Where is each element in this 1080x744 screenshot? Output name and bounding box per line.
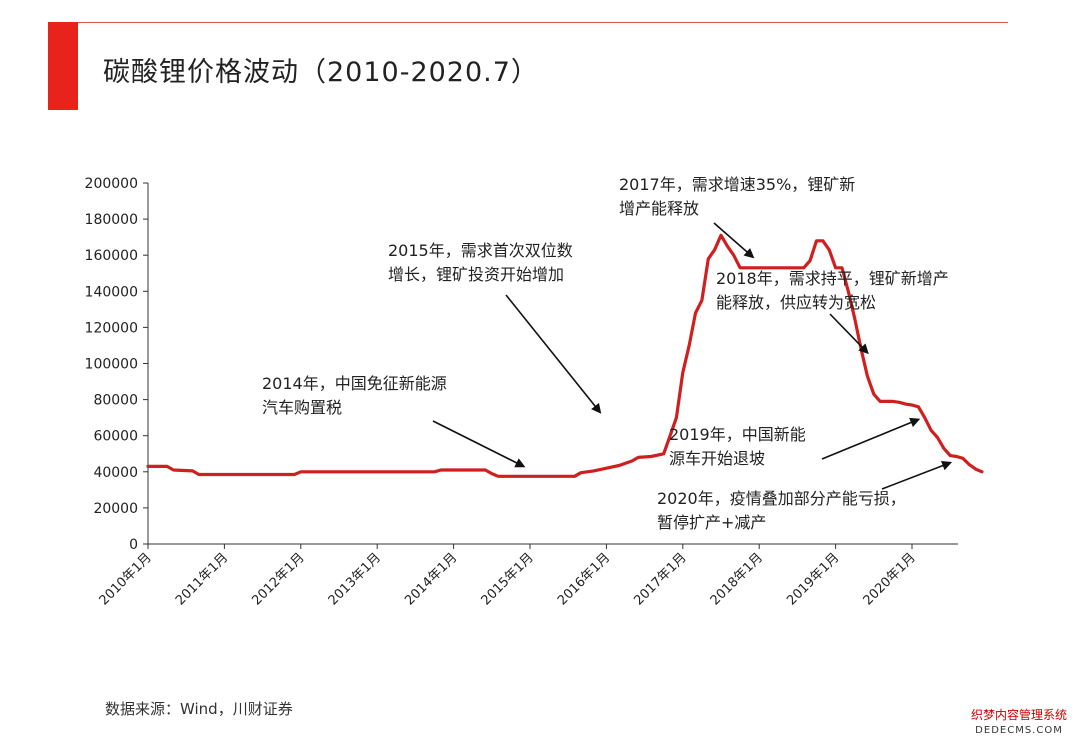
annotation-arrow (829, 313, 869, 355)
annotation-text: 2018年，需求持平，锂矿新增产 (716, 269, 949, 288)
y-tick-label: 0 (129, 537, 138, 553)
annotation-text: 2019年，中国新能 (669, 425, 806, 444)
data-source-note: 数据来源：Wind，川财证券 (105, 700, 293, 718)
y-tick-label: 80000 (93, 393, 138, 409)
page-title: 碳酸锂价格波动（2010-2020.7） (103, 57, 539, 88)
annotation-text: 增产能释放 (619, 199, 699, 218)
y-tick-label: 200000 (85, 176, 138, 192)
annotation-text: 2015年，需求首次双位数 (388, 241, 573, 260)
annotation-arrow (432, 420, 526, 468)
header-rule (48, 22, 1008, 23)
annotation-text: 增长，锂矿投资开始增加 (388, 265, 564, 284)
y-tick-label: 160000 (85, 248, 138, 264)
annotation-text: 源车开始退坡 (669, 449, 765, 468)
y-tick-label: 120000 (85, 320, 138, 336)
header-accent-bar (48, 22, 78, 110)
annotation-text: 能释放，供应转为宽松 (716, 293, 876, 312)
x-tick-label: 2011年1月 (173, 550, 231, 608)
x-tick-label: 2018年1月 (708, 550, 766, 608)
x-tick-label: 2019年1月 (784, 550, 842, 608)
price-series-line (146, 233, 984, 478)
y-tick-label: 20000 (93, 501, 138, 517)
annotation-arrow (505, 294, 602, 414)
annotation-text: 2020年，疫情叠加部分产能亏损， (657, 489, 906, 508)
watermark-logo: 织梦内容管理系统 DEDECMS.COM (964, 708, 1074, 738)
y-tick-label: 40000 (93, 465, 138, 481)
annotation-text: 暂停扩产+减产 (657, 513, 766, 532)
annotation-text: 2014年，中国免征新能源 (262, 374, 447, 393)
annotation-text: 2017年，需求增速35%，锂矿新 (619, 175, 855, 194)
watermark-line-1: 织梦内容管理系统 (970, 708, 1067, 722)
watermark-line-2: DEDECMS.COM (975, 725, 1063, 736)
y-tick-label: 60000 (93, 429, 138, 445)
x-tick-label: 2017年1月 (631, 550, 689, 608)
annotation-arrow (821, 417, 921, 460)
x-tick-label: 2016年1月 (555, 550, 613, 608)
y-tick-label: 100000 (85, 357, 138, 373)
x-tick-label: 2020年1月 (861, 550, 919, 608)
x-tick-label: 2010年1月 (97, 550, 155, 608)
x-tick-label: 2012年1月 (249, 550, 307, 608)
y-tick-label: 180000 (85, 212, 138, 228)
y-tick-label: 140000 (85, 284, 138, 300)
annotation-arrow (881, 460, 953, 490)
annotation-arrow (713, 222, 755, 259)
x-tick-label: 2015年1月 (479, 550, 537, 608)
annotation-text: 汽车购置税 (262, 398, 342, 417)
x-tick-label: 2013年1月 (326, 550, 384, 608)
x-tick-label: 2014年1月 (402, 550, 460, 608)
